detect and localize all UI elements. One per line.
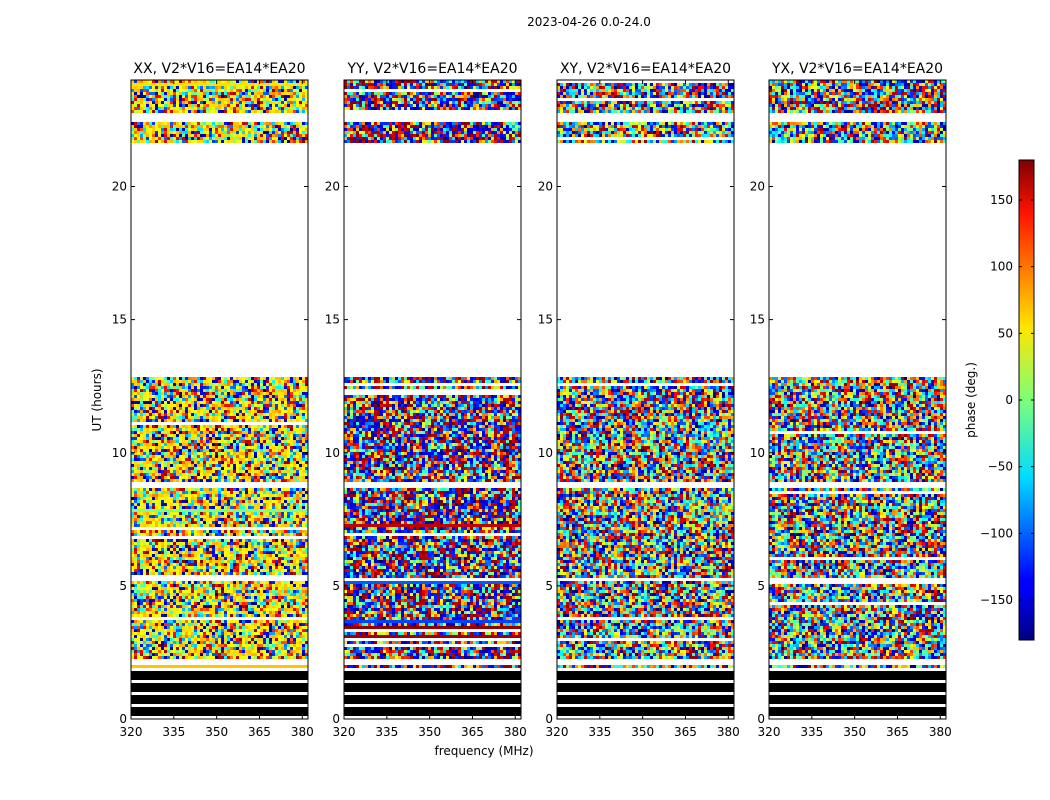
- y-tick-label: 0: [757, 712, 765, 726]
- phase-image: [557, 83, 734, 716]
- panel-title: YX, V2*V16=EA14*EA20: [771, 61, 943, 77]
- y-tick-label: 10: [325, 446, 340, 460]
- x-tick-label: 320: [758, 725, 781, 739]
- y-tick-label: 5: [757, 579, 765, 593]
- y-tick-label: 10: [112, 446, 127, 460]
- y-tick-label: 10: [750, 446, 765, 460]
- panel-frame: [768, 79, 947, 720]
- x-tick-label: 365: [248, 725, 271, 739]
- y-tick-label: 15: [538, 313, 553, 327]
- x-tick-label: 365: [674, 725, 697, 739]
- panel-frame: [130, 79, 309, 720]
- panel-4: YX, V2*V16=EA14*EA20 320 335 350 365 380 0 5 10 1…: [750, 61, 952, 739]
- colorbar-label: phase (deg.): [964, 362, 978, 438]
- panel-3: XY, V2*V16=EA14*EA20 320 335 350 365 380 0 5 10 1…: [538, 61, 740, 739]
- y-tick-label: 5: [545, 579, 553, 593]
- x-tick-label: 320: [120, 725, 143, 739]
- x-tick-label: 350: [205, 725, 228, 739]
- x-tick-label: 350: [631, 725, 654, 739]
- phase-image: [131, 80, 308, 716]
- y-tick-label: 0: [332, 712, 340, 726]
- colorbar-tick-label: −150: [980, 593, 1013, 607]
- x-tick-label: 320: [333, 725, 356, 739]
- colorbar-tick-label: −100: [980, 526, 1013, 540]
- panel-1: XX, V2*V16=EA14*EA20 320 335 350 365 380 0 5 10 1…: [112, 61, 314, 739]
- colorbar-tick-label: 100: [990, 260, 1013, 274]
- y-tick-label: 20: [750, 180, 765, 194]
- x-tick-label: 350: [843, 725, 866, 739]
- y-tick-label: 20: [325, 180, 340, 194]
- y-tick-label: 5: [119, 579, 127, 593]
- x-tick-label: 335: [800, 725, 823, 739]
- y-tick-label: 10: [538, 446, 553, 460]
- y-tick-label: 5: [332, 579, 340, 593]
- panel-frame: [343, 79, 522, 720]
- y-axis-label: UT (hours): [90, 368, 104, 431]
- x-tick-label: 350: [418, 725, 441, 739]
- y-tick-label: 15: [112, 313, 127, 327]
- x-tick-label: 320: [546, 725, 569, 739]
- panel-2: YY, V2*V16=EA14*EA20 320 335 350 365 380 0 5 10 1…: [325, 61, 527, 739]
- x-tick-label: 335: [588, 725, 611, 739]
- y-tick-label: 0: [119, 712, 127, 726]
- colorbar: −150 −100 −50 0 50 100 150 phase (deg.): [964, 159, 1035, 641]
- x-tick-label: 380: [717, 725, 740, 739]
- phase-image: [769, 80, 946, 716]
- y-tick-label: 20: [112, 180, 127, 194]
- panel-title: XX, V2*V16=EA14*EA20: [133, 61, 305, 77]
- panel-title: YY, V2*V16=EA14*EA20: [346, 61, 517, 77]
- x-tick-label: 380: [291, 725, 314, 739]
- y-tick-label: 15: [325, 313, 340, 327]
- x-tick-label: 365: [886, 725, 909, 739]
- x-tick-label: 335: [162, 725, 185, 739]
- y-tick-label: 20: [538, 180, 553, 194]
- x-tick-label: 365: [461, 725, 484, 739]
- x-tick-label: 380: [929, 725, 952, 739]
- colorbar-tick-label: 150: [990, 193, 1013, 207]
- x-tick-label: 380: [504, 725, 527, 739]
- y-tick-label: 0: [545, 712, 553, 726]
- colorbar-tick-label: 50: [998, 326, 1013, 340]
- figure-suptitle: 2023-04-26 0.0-24.0: [527, 15, 651, 29]
- y-tick-label: 15: [750, 313, 765, 327]
- colorbar-tick-label: −50: [988, 460, 1013, 474]
- phase-image: [344, 80, 521, 716]
- x-tick-label: 335: [375, 725, 398, 739]
- panel-title: XY, V2*V16=EA14*EA20: [560, 61, 731, 77]
- x-axis-label: frequency (MHz): [434, 744, 533, 758]
- panel-frame: [556, 79, 735, 720]
- colorbar-tick-label: 0: [1005, 393, 1013, 407]
